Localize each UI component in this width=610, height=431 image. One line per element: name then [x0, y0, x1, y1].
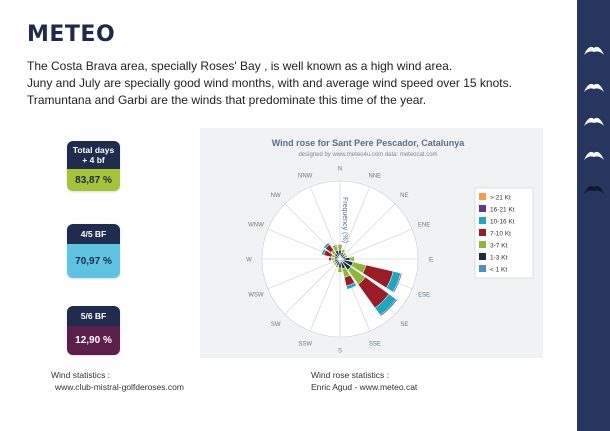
intro-line: The Costa Brava area, specially Roses' B…: [27, 59, 453, 73]
direction-label: S: [338, 349, 342, 355]
stat-value: 83,87 %: [67, 169, 120, 191]
rose-segment: [337, 245, 343, 251]
direction-label: WSW: [248, 292, 264, 298]
rose-segment: [392, 272, 403, 293]
stat-card-5-6-bf: 5/6 BF 12,90 %: [67, 306, 120, 355]
frequency-axis-label: Frequency (%): [341, 197, 348, 243]
wave-icon: [584, 151, 604, 160]
legend-label: 1-3 Kt: [490, 255, 508, 262]
rose-segment: [349, 256, 355, 262]
direction-label: SSW: [298, 342, 312, 348]
chart-bars: [321, 242, 403, 317]
stat-card-4-5-bf: 4/5 BF 70,97 %: [67, 224, 120, 278]
grid-spoke: [339, 186, 371, 260]
direction-label: SW: [271, 322, 281, 328]
intro-line: Tramuntana and Garbi are the winds that …: [27, 93, 427, 107]
wind-rose-source: Wind rose statistics : Enric Agud - www.…: [311, 369, 417, 393]
direction-label: NW: [271, 193, 281, 199]
wind-rose-svg: Wind rose for Sant Pere Pescador, Catalu…: [246, 138, 534, 355]
stat-value: 12,90 %: [67, 326, 120, 355]
stat-label-line: + 4 bf: [82, 155, 105, 165]
chart-subtitle: designed by www.meteo4u.com data: meteoc…: [298, 152, 437, 158]
rose-segment: [321, 248, 327, 256]
rose-segment: [342, 252, 347, 257]
page-title: METEO: [27, 22, 116, 47]
direction-label: SSE: [369, 342, 381, 348]
wave-icon: [584, 185, 604, 194]
rose-segment: [344, 254, 348, 259]
chart-title: Wind rose for Sant Pere Pescador, Catalu…: [272, 138, 465, 148]
direction-label: ESE: [418, 292, 430, 298]
wind-statistics-source: Wind statistics : www.club-mistral-golfd…: [51, 369, 184, 393]
rose-segment: [337, 267, 343, 273]
stat-label-line: Total days: [72, 145, 115, 155]
grid-spoke: [339, 228, 413, 260]
direction-label: NNW: [298, 173, 313, 179]
intro-text: The Costa Brava area, specially Roses' B…: [27, 58, 567, 109]
direction-labels: N NNE NE ENE E ESE SE SSE S SSW SW WSW W WNW NW NNW: [246, 167, 433, 355]
legend-label: < 1 Kt: [490, 267, 507, 274]
legend-label: 16-21 Kt: [490, 207, 515, 214]
legend-swatch: [479, 217, 486, 224]
direction-label: E: [429, 258, 433, 264]
chart-legend: > 21 Kt 16-21 Kt 10-16 Kt 7-10 Kt 3-7 Kt 1-3 …: [474, 187, 534, 279]
rose-segment: [331, 244, 338, 248]
rose-segment: [332, 259, 336, 264]
grid-spoke: [309, 258, 341, 332]
legend-label: > 21 Kt: [490, 195, 511, 202]
stat-label: 5/6 BF: [67, 306, 120, 326]
rose-segment: [323, 242, 330, 249]
stat-card-total-days: Total days + 4 bf 83,87 %: [67, 141, 120, 191]
legend-swatch: [479, 229, 486, 236]
source-label: Wind statistics :: [51, 370, 111, 380]
rose-segment: [330, 257, 335, 261]
intro-line: Juny and July are specially good wind mo…: [27, 76, 512, 90]
rose-segment: [334, 264, 339, 268]
legend-label: 10-16 Kt: [490, 219, 515, 226]
rose-segment: [337, 244, 343, 247]
legend-label: 7-10 Kt: [490, 231, 511, 238]
rose-segment: [333, 261, 338, 266]
direction-label: W: [246, 258, 252, 264]
direction-label: NNE: [368, 173, 381, 179]
wave-icon: [584, 83, 604, 92]
direction-label: WNW: [248, 223, 264, 229]
stat-label: Total days + 4 bf: [67, 141, 120, 169]
grid-spoke: [339, 203, 396, 260]
legend-swatch: [479, 205, 486, 212]
rose-segment: [379, 298, 398, 317]
source-link: Enric Agud - www.meteo.cat: [311, 382, 418, 392]
legend-label: 3-7 Kt: [490, 243, 508, 250]
direction-label: ENE: [418, 223, 430, 229]
legend-swatch: [479, 253, 486, 260]
wave-icon: [584, 117, 604, 126]
legend-swatch: [479, 193, 486, 200]
rose-segment: [345, 282, 357, 290]
rose-segment: [341, 248, 346, 254]
direction-label: NE: [400, 193, 408, 199]
wind-rose-chart: Wind rose for Sant Pere Pescador, Catalu…: [200, 128, 543, 358]
grid-spoke: [267, 258, 341, 290]
sidebar: [577, 0, 610, 431]
direction-label: SE: [400, 322, 408, 328]
stat-value: 70,97 %: [67, 244, 120, 278]
grid-spoke: [284, 258, 341, 315]
rose-segment: [328, 256, 332, 262]
legend-swatch: [479, 265, 486, 272]
legend-swatch: [479, 241, 486, 248]
direction-label: N: [338, 167, 342, 173]
stat-label: 4/5 BF: [67, 224, 120, 244]
wave-icon: [584, 46, 604, 55]
source-label: Wind rose statistics :: [311, 370, 389, 380]
source-link: www.club-mistral-golfderoses.com: [55, 382, 184, 392]
